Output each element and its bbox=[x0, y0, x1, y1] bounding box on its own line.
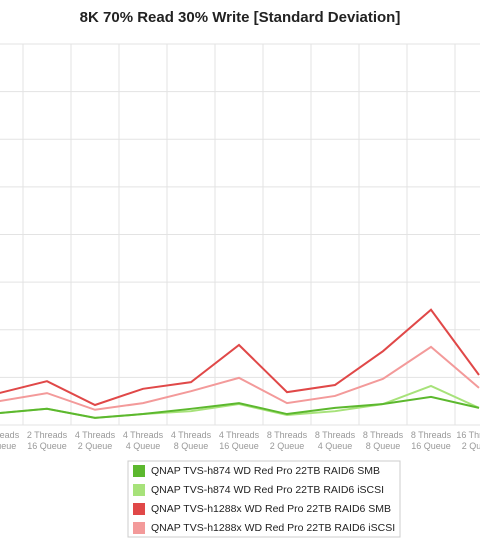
x-tick-label: 4 Threads 16 Queue bbox=[219, 430, 260, 451]
legend-swatch bbox=[133, 465, 145, 477]
series-line bbox=[0, 308, 480, 407]
x-tick-label: 4 Threads 8 Queue bbox=[171, 430, 212, 451]
legend-label: QNAP TVS-h874 WD Red Pro 22TB RAID6 SMB bbox=[151, 465, 380, 477]
x-tick-label-line: 4 Threads bbox=[75, 430, 116, 440]
x-tick-label: 4 Threads 4 Queue bbox=[123, 430, 164, 451]
x-tick-label-line: 8 Threads bbox=[411, 430, 452, 440]
x-tick-label-line: 4 Threads bbox=[219, 430, 260, 440]
x-tick-label-line: 2 Threads bbox=[27, 430, 68, 440]
x-tick-label: 8 Threads 8 Queue bbox=[363, 430, 404, 451]
x-tick-label-line: 4 Queue bbox=[318, 441, 353, 451]
legend-label: QNAP TVS-h1288x WD Red Pro 22TB RAID6 iS… bbox=[151, 522, 395, 534]
x-tick-label: 8 Threads 2 Queue bbox=[267, 430, 308, 451]
x-tick-label: 4 Threads 2 Queue bbox=[75, 430, 116, 451]
x-tick-label: 2 Threads 16 Queue bbox=[27, 430, 68, 451]
legend-swatch bbox=[133, 484, 145, 496]
x-tick-label-line: 2 Queue bbox=[270, 441, 305, 451]
x-tick-label-line: 8 Queue bbox=[366, 441, 401, 451]
legend-swatch bbox=[133, 503, 145, 515]
legend-swatch bbox=[133, 522, 145, 534]
x-tick-label-line: 4 Queue bbox=[126, 441, 161, 451]
x-tick-label-line: 8 Queue bbox=[174, 441, 209, 451]
x-tick-label-line: 2 Queue bbox=[78, 441, 113, 451]
chart-title: 8K 70% Read 30% Write [Standard Deviatio… bbox=[80, 9, 401, 26]
x-tick-label: 8 Threads 16 Queue bbox=[411, 430, 452, 451]
x-tick-label: 8 Threads 4 Queue bbox=[315, 430, 356, 451]
legend-label: QNAP TVS-h874 WD Red Pro 22TB RAID6 iSCS… bbox=[151, 484, 384, 496]
legend-label: QNAP TVS-h1288x WD Red Pro 22TB RAID6 SM… bbox=[151, 503, 391, 515]
x-tick-label-line: 16 Queue bbox=[27, 441, 67, 451]
x-tick-label-line: 16 Queue bbox=[411, 441, 451, 451]
x-tick-label-line: 4 Threads bbox=[123, 430, 164, 440]
series-line bbox=[0, 345, 480, 411]
x-tick-label-line: 8 Threads bbox=[363, 430, 404, 440]
legend-box bbox=[127, 460, 401, 538]
x-tick-label-line: 4 Threads bbox=[171, 430, 212, 440]
x-tick-label-line: 2 Threads bbox=[0, 430, 20, 440]
x-tick-label-line: 8 Threads bbox=[267, 430, 308, 440]
x-tick-label-line: 2 Queue bbox=[462, 441, 480, 451]
x-tick-label-line: 8 Threads bbox=[315, 430, 356, 440]
series-line bbox=[0, 395, 480, 419]
x-tick-label-line: 8 Queue bbox=[0, 441, 16, 451]
x-tick-label-line: 16 Queue bbox=[219, 441, 259, 451]
x-tick-label-line: 16 Threads bbox=[456, 430, 480, 440]
